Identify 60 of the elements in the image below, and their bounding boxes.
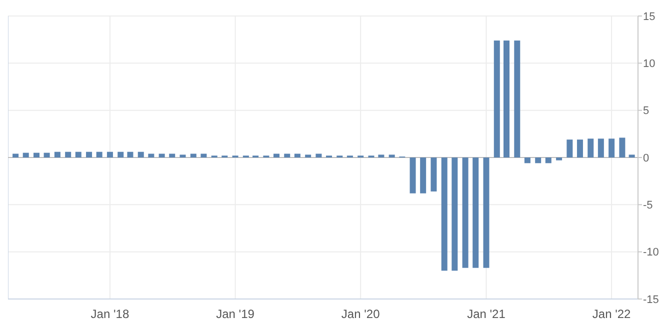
bar bbox=[588, 138, 594, 158]
bar bbox=[556, 158, 562, 160]
bar bbox=[410, 158, 416, 194]
bar bbox=[619, 138, 626, 158]
x-tick-label: Jan '18 bbox=[90, 307, 130, 321]
bar bbox=[12, 154, 19, 158]
bar bbox=[494, 40, 500, 158]
bar bbox=[180, 154, 186, 158]
bar bbox=[535, 158, 542, 164]
bar bbox=[96, 152, 102, 158]
bar bbox=[158, 154, 165, 158]
bar bbox=[169, 154, 176, 158]
bar bbox=[598, 138, 604, 158]
x-tick-label: Jan '19 bbox=[216, 307, 255, 321]
y-tick-label: 5 bbox=[643, 105, 650, 118]
bar bbox=[22, 152, 29, 158]
y-tick-label: -5 bbox=[643, 200, 653, 212]
y-tick-label: -15 bbox=[643, 294, 659, 306]
bar bbox=[514, 40, 520, 158]
bar bbox=[54, 152, 60, 158]
bar bbox=[190, 154, 196, 158]
y-tick-label: 0 bbox=[643, 152, 650, 164]
y-tick-label: 15 bbox=[643, 10, 656, 23]
bar bbox=[294, 154, 300, 158]
bar bbox=[316, 154, 322, 158]
bar bbox=[628, 154, 635, 158]
bar bbox=[118, 152, 124, 158]
bar bbox=[138, 152, 144, 158]
bar bbox=[86, 152, 92, 158]
x-tick-label: Jan '22 bbox=[592, 307, 632, 321]
bar bbox=[273, 154, 280, 158]
bar bbox=[430, 158, 437, 192]
bar bbox=[441, 158, 448, 271]
x-tick-label: Jan '20 bbox=[341, 307, 380, 321]
bar bbox=[576, 140, 583, 158]
bar bbox=[106, 152, 113, 158]
bar bbox=[545, 158, 552, 164]
bar bbox=[44, 152, 50, 158]
bar bbox=[452, 158, 458, 271]
x-tick-label: Jan '21 bbox=[467, 307, 506, 321]
bar bbox=[504, 40, 510, 158]
bar bbox=[148, 154, 154, 158]
bar bbox=[200, 154, 207, 158]
bar bbox=[65, 152, 72, 158]
bar bbox=[524, 158, 530, 164]
bar bbox=[284, 154, 290, 158]
bar bbox=[462, 158, 468, 268]
bar bbox=[305, 154, 312, 158]
bar bbox=[388, 154, 395, 158]
bar bbox=[420, 158, 426, 194]
bar bbox=[127, 152, 134, 158]
bar bbox=[608, 138, 615, 158]
bar bbox=[483, 158, 490, 268]
bar bbox=[566, 140, 573, 158]
bar bbox=[75, 152, 82, 158]
y-tick-label: 10 bbox=[643, 58, 656, 70]
bar bbox=[472, 158, 479, 268]
bar bbox=[378, 154, 384, 158]
y-tick-label: -10 bbox=[643, 246, 659, 259]
bar bbox=[33, 152, 40, 158]
